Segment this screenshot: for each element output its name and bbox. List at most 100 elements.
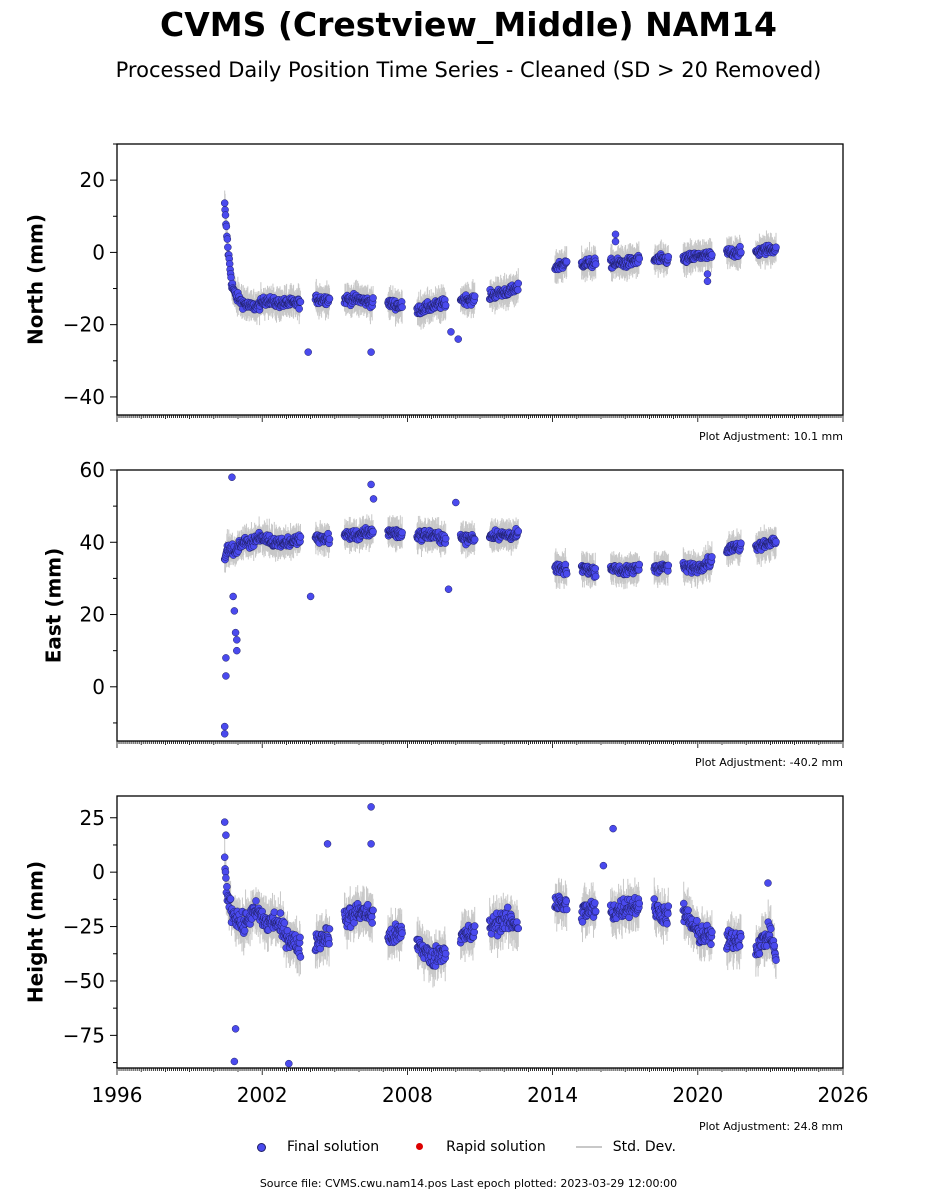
data-point <box>470 535 479 544</box>
outlier-point <box>228 473 236 481</box>
outlier-point <box>222 654 230 662</box>
data-point <box>562 257 571 266</box>
outlier-point <box>220 730 229 738</box>
outlier-point <box>229 592 237 601</box>
data-point <box>296 298 305 306</box>
outlier-point <box>304 348 312 356</box>
y-tick-label: 20 <box>80 168 105 192</box>
data-point <box>296 533 305 541</box>
outlier-point <box>369 495 378 503</box>
axes-frame <box>116 469 844 742</box>
outlier-point <box>611 230 620 239</box>
outlier-point <box>454 335 462 343</box>
y-tick-label: −40 <box>63 385 105 409</box>
data-point <box>398 929 406 937</box>
y-axis-label: North (mm) <box>24 214 48 345</box>
data-point <box>664 561 673 570</box>
plot-area <box>220 473 780 738</box>
data-point <box>325 940 333 948</box>
data-point <box>635 560 644 569</box>
panel-1: 60 40 20 0 East (mm) Plot Adjustment: -40.2 m… <box>42 458 844 769</box>
outlier-point <box>452 498 460 507</box>
data-point <box>369 906 377 915</box>
chart-title: CVMS (Crestview_Middle) NAM14 <box>160 5 777 44</box>
data-point <box>514 286 522 294</box>
data-point <box>240 926 249 935</box>
data-point <box>514 527 523 535</box>
y-tick-label: 0 <box>92 675 105 699</box>
data-point <box>223 235 232 243</box>
std-dev-bars <box>224 514 777 590</box>
data-point <box>224 243 232 252</box>
axes-frame <box>116 143 844 416</box>
data-point <box>220 199 229 207</box>
data-point <box>514 279 523 288</box>
panel-0: 20 0 −20 −40 North (mm) Plot Adjustment: 10.1… <box>24 143 844 443</box>
data-point <box>398 303 406 311</box>
data-point <box>368 919 376 927</box>
chart-subtitle: Processed Daily Position Time Series - C… <box>115 58 822 82</box>
data-point <box>441 301 450 310</box>
y-tick-label: 20 <box>80 603 105 627</box>
data-point <box>591 572 600 581</box>
data-point <box>441 534 450 543</box>
outlier-point <box>703 277 712 286</box>
data-point <box>296 953 305 961</box>
outlier-point <box>611 237 620 246</box>
outlier-point <box>220 722 229 731</box>
data-point <box>223 882 231 891</box>
data-point <box>325 925 334 933</box>
data-point <box>270 908 279 916</box>
x-ticks <box>116 741 844 748</box>
outlier-point <box>367 348 375 356</box>
outlier-point <box>230 607 239 615</box>
data-point <box>222 222 231 231</box>
data-point <box>226 895 235 903</box>
data-point <box>664 253 673 261</box>
data-point <box>635 254 644 263</box>
plot-area <box>220 803 780 1068</box>
outlier-point <box>447 328 455 336</box>
y-tick-label: 40 <box>80 530 105 554</box>
x-ticks <box>116 415 844 422</box>
data-point <box>364 900 372 909</box>
outlier-point <box>233 646 241 655</box>
data-point <box>737 539 745 547</box>
plot-adjustment-note: Plot Adjustment: 10.1 mm <box>699 430 843 443</box>
data-point <box>369 294 377 302</box>
data-point <box>591 260 600 268</box>
outlier-point <box>222 672 230 680</box>
data-point <box>325 535 334 543</box>
data-point <box>280 919 289 927</box>
data-point <box>708 251 716 259</box>
data-point <box>369 527 377 536</box>
data-point <box>470 292 479 300</box>
outlier-point <box>306 592 315 601</box>
y-axis-label: East (mm) <box>42 548 66 664</box>
outlier-point <box>703 270 712 278</box>
outlier-point <box>444 585 453 593</box>
data-point <box>562 570 571 578</box>
data-points <box>220 853 780 970</box>
data-point <box>398 528 406 537</box>
y-tick-label: 0 <box>92 240 105 264</box>
data-point <box>252 897 260 905</box>
data-point <box>325 294 334 303</box>
data-points <box>220 524 780 581</box>
y-ticks <box>110 469 117 724</box>
y-ticks <box>110 143 117 398</box>
data-points <box>220 199 780 318</box>
data-point <box>222 874 230 882</box>
outlier-point <box>231 628 240 637</box>
plot-area <box>220 190 780 356</box>
data-point <box>708 553 716 561</box>
data-point <box>772 243 780 251</box>
panel-2: 1996 2002 2008 2014 2020 2026250−25−50−75Heig… <box>24 795 868 1133</box>
outlier-point <box>233 636 241 644</box>
data-point <box>737 248 745 257</box>
y-tick-label: 60 <box>80 458 105 482</box>
data-point <box>227 273 235 282</box>
outlier-point <box>367 480 375 489</box>
data-point <box>221 211 230 219</box>
